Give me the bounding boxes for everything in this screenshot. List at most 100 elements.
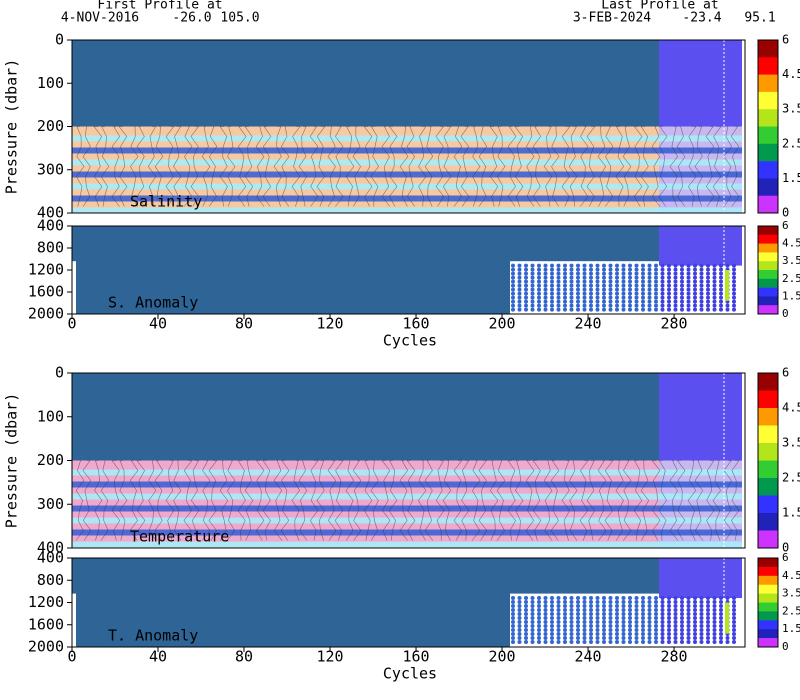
profile-dot (576, 596, 580, 601)
profile-dot (706, 303, 710, 308)
profile-dot (517, 263, 522, 268)
profile-dot (699, 600, 704, 605)
profile-dot (537, 616, 541, 621)
profile-dot (699, 624, 704, 629)
profile-dot (699, 279, 704, 284)
profile-dot (680, 295, 684, 300)
profile-dot (550, 275, 554, 280)
contour (507, 126, 517, 207)
profile-dot (576, 604, 580, 609)
profile-dot (543, 291, 548, 296)
x-axis-label: Cycles (383, 665, 437, 683)
profile-dot (543, 600, 548, 605)
profile-dot (667, 620, 671, 625)
colorbar-swatch (758, 296, 778, 306)
profile-dot (634, 604, 639, 609)
profile-dot (641, 299, 645, 304)
profile-dot (602, 271, 606, 276)
profile-dot (517, 307, 522, 312)
profile-dot (602, 291, 606, 296)
profile-dot (628, 279, 632, 284)
profile-dot (641, 600, 645, 605)
profile-dot (563, 299, 567, 304)
profile-dot (699, 271, 704, 276)
profile-dot (517, 616, 522, 621)
profile-dot (699, 604, 704, 609)
profile-dot (680, 640, 684, 645)
profile-dot (641, 263, 645, 268)
first-title: First Profile at (97, 0, 222, 13)
profile-dot (517, 640, 522, 645)
profile-dot (556, 263, 561, 268)
profile-dot (641, 640, 645, 645)
profile-dot (654, 303, 658, 308)
profile-dot (589, 291, 593, 296)
profile-dot (660, 612, 665, 617)
profile-dot (608, 640, 613, 645)
colorbar-label: 0 (782, 640, 789, 653)
contour (183, 460, 193, 541)
contour (262, 460, 271, 541)
profile-dot (569, 283, 574, 288)
contour (550, 460, 560, 541)
field-fill (510, 226, 659, 262)
field-fill (76, 558, 510, 647)
contour (208, 126, 218, 207)
panel-label: T. Anomaly (108, 627, 198, 645)
field-fill (84, 558, 94, 647)
profile-dot (712, 267, 717, 272)
profile-dot (537, 295, 541, 300)
profile-dot (660, 279, 665, 284)
colorbar-swatch (758, 91, 778, 110)
contour (147, 126, 157, 207)
contour (569, 460, 578, 541)
profile-dot (667, 596, 671, 601)
contour (514, 126, 524, 207)
profile-dot (608, 632, 613, 637)
profile-dot (589, 596, 593, 601)
profile-dot (686, 283, 691, 288)
contour (273, 460, 283, 541)
profile-dot (641, 636, 645, 641)
profile-dot (511, 287, 515, 292)
profile-dot (537, 640, 541, 645)
profile-dot (569, 612, 574, 617)
profile-dot (576, 291, 580, 296)
profile-dot (647, 616, 652, 621)
profile-dot (511, 628, 515, 633)
profile-dot (712, 299, 717, 304)
profile-dot (608, 303, 613, 308)
profile-dot (699, 636, 704, 641)
profile-dot (634, 295, 639, 300)
profile-dot (569, 275, 574, 280)
contour (273, 126, 282, 207)
profile-dot (602, 600, 606, 605)
profile-dot (576, 640, 580, 645)
profile-dot (725, 636, 730, 641)
profile-dot (621, 604, 626, 609)
profile-dot (660, 287, 665, 292)
profile-dot (621, 271, 626, 276)
profile-dot (699, 612, 704, 617)
profile-dot (537, 291, 541, 296)
profile-dot (647, 600, 652, 605)
profile-dot (530, 295, 535, 300)
profile-dot (589, 303, 593, 308)
profile-dot (595, 620, 600, 625)
profile-dot (530, 600, 535, 605)
profile-dot (550, 628, 554, 633)
profile-dot (628, 604, 632, 609)
profile-dot (511, 620, 515, 625)
profile-dot (511, 616, 515, 621)
profile-dot (680, 604, 684, 609)
profile-dot (537, 275, 541, 280)
profile-dot (563, 263, 567, 268)
profile-dot (517, 271, 522, 276)
profile-dot (550, 620, 554, 625)
profile-dot (524, 608, 528, 613)
profile-dot (647, 640, 652, 645)
profile-dot (576, 628, 580, 633)
colorbar-swatch (758, 629, 778, 639)
profile-dot (530, 608, 535, 613)
profile-dot (511, 303, 515, 308)
